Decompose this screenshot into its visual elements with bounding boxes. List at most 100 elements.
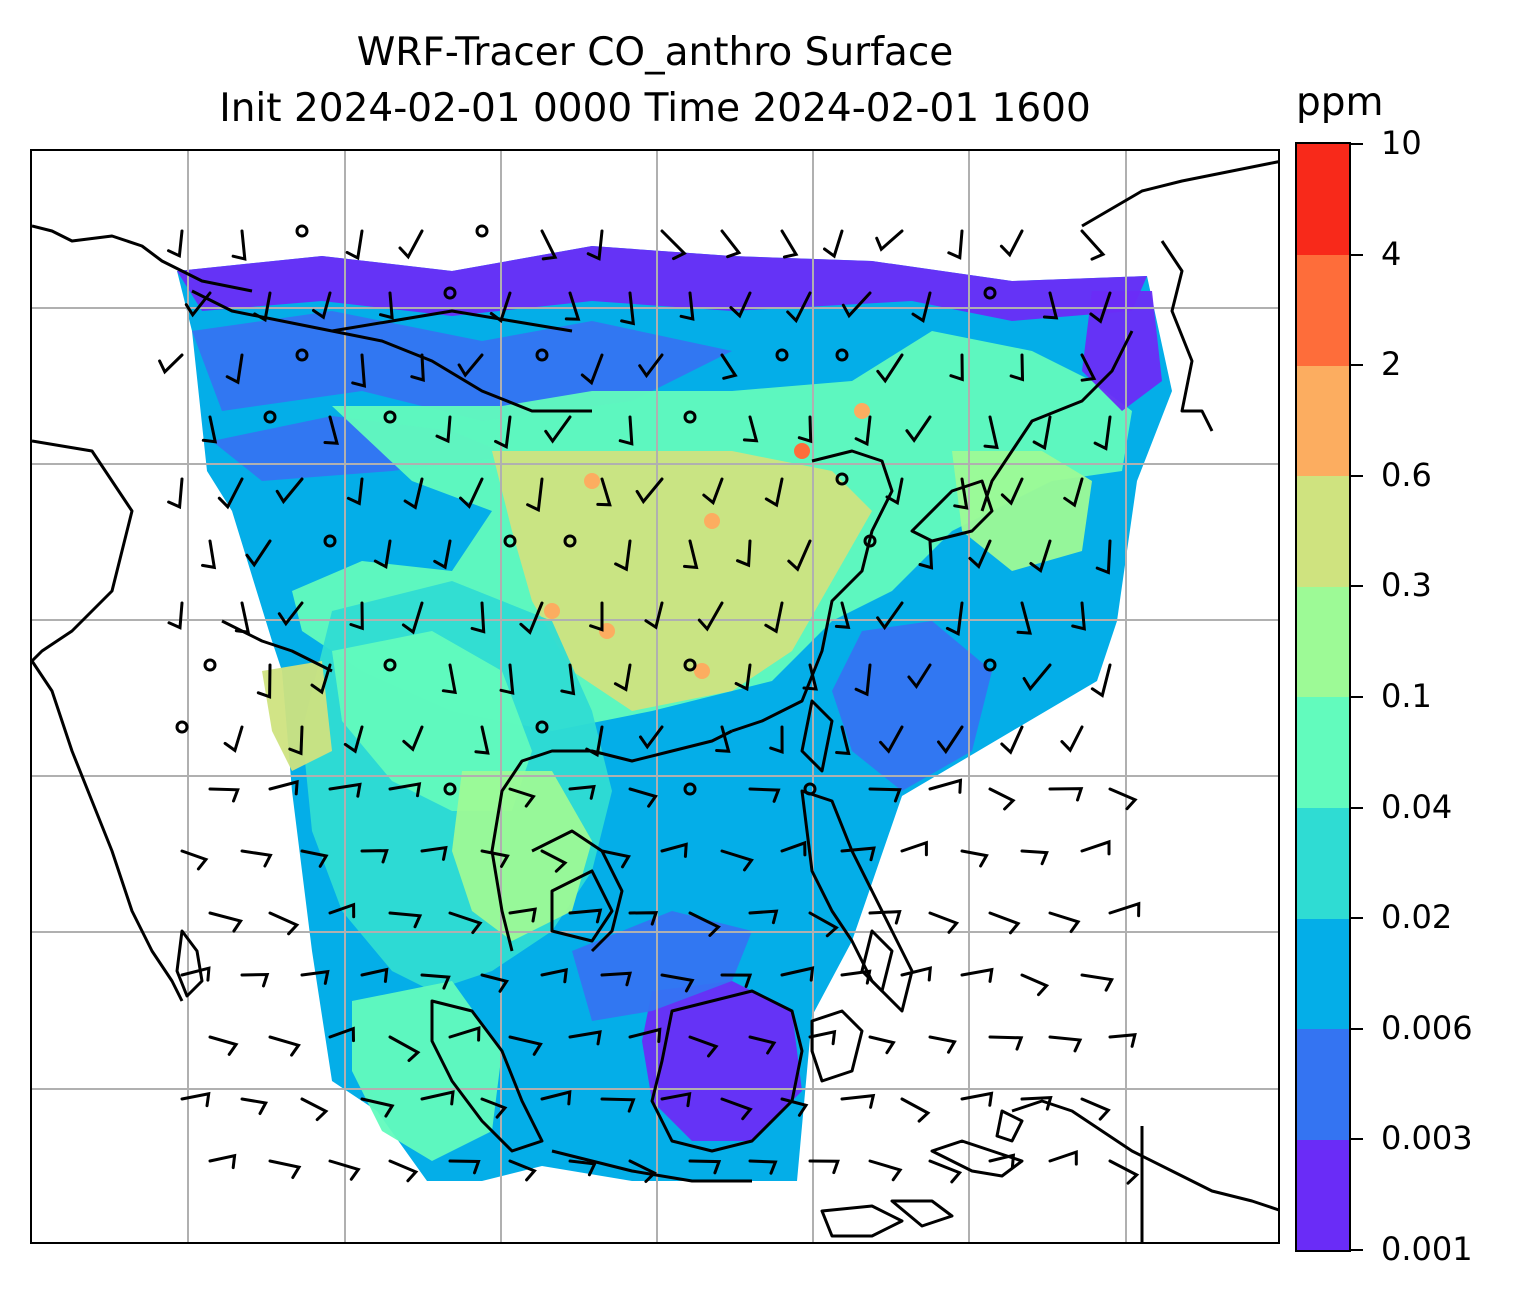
coastline-segment — [32, 439, 134, 663]
colorbar-tick — [1351, 1138, 1363, 1141]
wind-calm-marker — [475, 224, 489, 238]
wind-barb — [900, 840, 928, 857]
lat-lon-gridlines — [32, 151, 1278, 1242]
wind-barb — [245, 539, 272, 568]
wind-barb — [764, 477, 784, 508]
colorbar-tick-label: 0.006 — [1381, 1008, 1473, 1047]
colorbar-tick — [1351, 1249, 1363, 1251]
wind-barb — [420, 1090, 455, 1106]
wind-calm-marker — [983, 658, 997, 672]
coastline-segment — [430, 999, 544, 1153]
wind-barb — [300, 849, 329, 868]
coastline-segment — [650, 989, 804, 1153]
wind-barb — [1020, 973, 1050, 997]
wind-barb — [660, 973, 695, 993]
colorbar-band — [1297, 1139, 1349, 1251]
wind-barb — [840, 1093, 876, 1109]
wind-barb — [560, 663, 576, 696]
wind-calm-marker — [535, 720, 549, 734]
wind-barb — [720, 229, 742, 259]
wind-barb — [1071, 601, 1086, 631]
coastline-segment — [930, 1139, 1024, 1178]
wind-barb — [1029, 539, 1052, 574]
wind-barb — [1000, 477, 1024, 506]
colorbar-band — [1297, 254, 1349, 366]
wind-barb — [628, 787, 658, 808]
wind-barb — [802, 663, 818, 691]
wind-barb — [568, 1159, 597, 1177]
coastline-segment — [1011, 1099, 1278, 1212]
wind-calm-marker — [323, 534, 337, 548]
colorbar-band — [1297, 475, 1349, 587]
colorbar-tick — [1351, 253, 1363, 256]
wind-barb — [568, 1030, 602, 1046]
wind-barb — [628, 1159, 657, 1183]
wind-barb — [312, 291, 332, 320]
wind-barb — [388, 1159, 419, 1183]
wind-barb — [300, 1097, 329, 1122]
wind-calm-marker — [383, 410, 397, 424]
wind-barb — [508, 1035, 543, 1056]
coastlines — [32, 160, 1278, 1242]
wind-barb — [1048, 911, 1081, 933]
wind-barb — [983, 415, 999, 450]
wind-calm-marker — [503, 534, 517, 548]
colorbar-tick-label: 2 — [1381, 345, 1402, 384]
colorbar-tick-label: 0.02 — [1381, 898, 1453, 937]
wind-barb — [343, 725, 364, 754]
colorbar-band — [1297, 1028, 1349, 1140]
wind-barb — [180, 1091, 211, 1108]
south-china-sea-band — [832, 621, 992, 791]
wind-calm-marker — [803, 782, 817, 796]
wind-barb — [268, 779, 299, 796]
wind-barb — [240, 849, 273, 868]
wind-barb — [1022, 663, 1052, 692]
wind-calm-marker — [443, 782, 457, 796]
wind-barb — [217, 477, 244, 510]
colorbar-tick-label: 0.04 — [1381, 787, 1453, 826]
wind-barb — [1048, 1150, 1078, 1166]
wind-barb — [748, 1035, 777, 1055]
wind-barb — [459, 477, 484, 509]
coastline-segment — [331, 309, 573, 333]
java-sea-band — [572, 911, 752, 1021]
wind-barb — [988, 911, 1021, 935]
coastline-segment — [221, 619, 333, 673]
wind-barb — [868, 910, 902, 925]
wind-barb — [697, 601, 724, 632]
wind-barb — [580, 353, 604, 386]
wind-barb — [780, 966, 815, 982]
wind-barb — [240, 972, 270, 988]
wind-barb — [885, 477, 904, 506]
wind-barb — [688, 1035, 719, 1058]
wind-barb — [208, 911, 244, 933]
map-title-line-1: WRF-Tracer CO_anthro Surface — [356, 30, 954, 75]
coastline-segment — [820, 1204, 904, 1238]
northern-edge-band — [177, 246, 1147, 321]
coastline-segment — [551, 1149, 752, 1183]
wind-barb — [660, 842, 688, 858]
wind-barb — [345, 229, 364, 261]
wind-barb — [780, 1097, 809, 1117]
wind-barb — [596, 477, 612, 507]
wind-barb — [918, 539, 934, 570]
wind-barb — [402, 725, 424, 752]
colorbar-tick-label: 0.001 — [1381, 1230, 1473, 1268]
sumatra-zone — [352, 981, 502, 1161]
wind-barb — [568, 784, 596, 800]
wind-barb — [988, 787, 1016, 811]
colorbar-tick — [1351, 696, 1363, 698]
coastline-segment — [810, 1009, 864, 1083]
wind-barb — [683, 539, 699, 570]
wind-barb — [900, 966, 932, 982]
colorbar-tick — [1351, 585, 1363, 588]
wind-barb — [876, 601, 904, 631]
map-title-line-2: Init 2024-02-01 0000 Time 2024-02-01 160… — [219, 86, 1091, 131]
colorbar-band — [1297, 144, 1349, 255]
wind-barb — [937, 725, 964, 755]
wind-barb — [1080, 353, 1097, 382]
mekong-zone — [452, 771, 592, 941]
wind-barb — [240, 1097, 269, 1115]
wind-barb — [628, 911, 659, 926]
wind-barb — [1032, 415, 1052, 451]
